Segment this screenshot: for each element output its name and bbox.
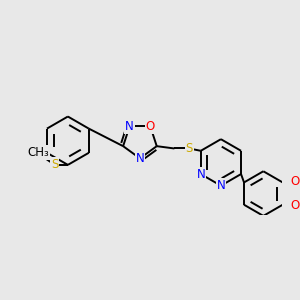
- Text: N: N: [136, 152, 144, 165]
- Text: O: O: [290, 199, 299, 212]
- Text: O: O: [146, 120, 155, 133]
- Text: S: S: [51, 158, 58, 171]
- Text: N: N: [217, 179, 225, 192]
- Text: O: O: [290, 175, 299, 188]
- Text: N: N: [125, 120, 134, 133]
- Text: N: N: [196, 168, 205, 181]
- Text: S: S: [186, 142, 193, 155]
- Text: CH₃: CH₃: [27, 146, 49, 159]
